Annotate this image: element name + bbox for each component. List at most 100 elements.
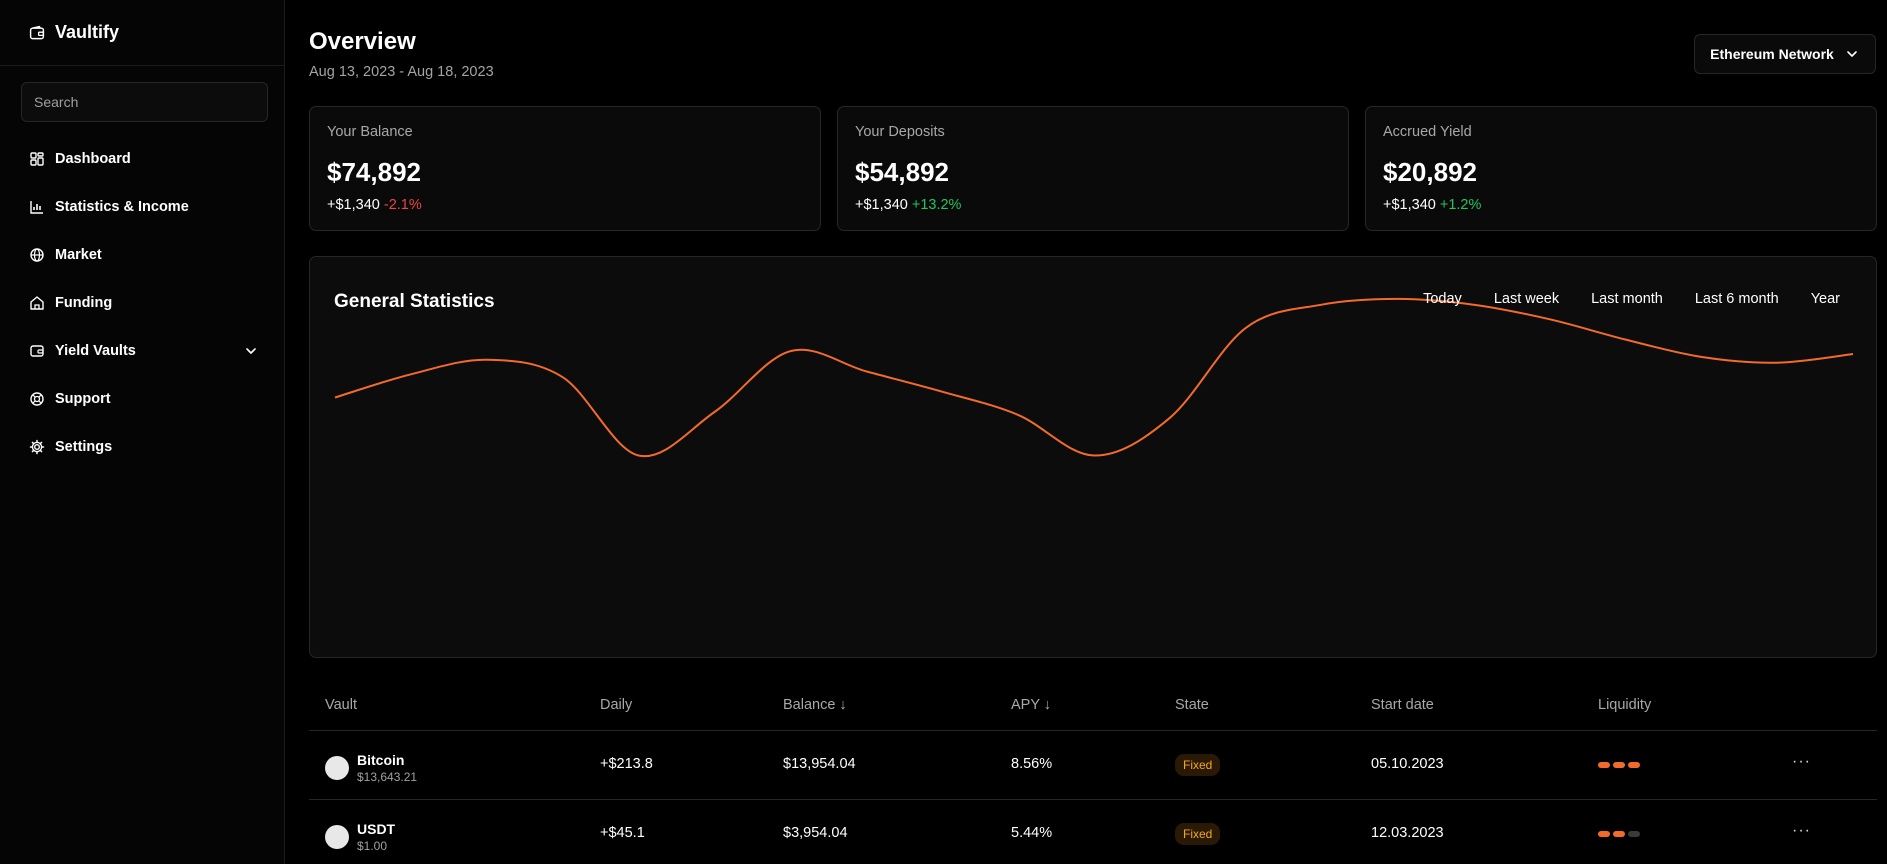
vault-info: USDT $1.00: [357, 821, 395, 853]
tab-year[interactable]: Year: [1810, 291, 1840, 307]
vault-price: $1.00: [357, 839, 388, 853]
column-header-apy[interactable]: APY ↓: [1011, 697, 1052, 713]
brand[interactable]: Vaultify: [0, 0, 284, 66]
liquidity-segment: [1628, 831, 1640, 837]
tab-today[interactable]: Today: [1423, 291, 1462, 307]
vault-cell: Bitcoin $13,643.21: [325, 752, 417, 784]
sidebar-item-support[interactable]: Support: [0, 375, 285, 423]
sidebar-item-dashboard[interactable]: Dashboard: [0, 135, 285, 183]
table-row[interactable]: USDT $1.00 +$45.1 $3,954.04 5.44% Fixed …: [309, 800, 1877, 864]
apy-value: 8.56%: [1011, 756, 1053, 772]
card-value: $20,892: [1383, 157, 1477, 187]
brand-name: Vaultify: [55, 22, 120, 42]
card-percent: +13.2%: [911, 197, 962, 213]
network-dropdown[interactable]: Ethereum Network: [1694, 34, 1876, 74]
sidebar-item-market[interactable]: Market: [0, 231, 285, 279]
card-delta: +$1,340: [855, 197, 908, 213]
vault-price: $13,643.21: [357, 770, 418, 784]
chevron-down-icon: [1844, 46, 1860, 62]
daily-value: +$213.8: [600, 756, 653, 772]
card-label: Accrued Yield: [1383, 124, 1472, 140]
sidebar-item-label: Market: [55, 247, 102, 263]
sidebar-item-label: Statistics & Income: [55, 199, 189, 215]
sidebar-item-yield-vaults[interactable]: Yield Vaults: [0, 327, 285, 375]
summary-cards: Your Balance $74,892 +$1,340 -2.1% Your …: [309, 106, 1877, 231]
yield-card: Accrued Yield $20,892 +$1,340 +1.2%: [1365, 106, 1877, 231]
liquidity-segment: [1613, 762, 1625, 768]
network-label: Ethereum Network: [1710, 46, 1834, 62]
state-badge: Fixed: [1175, 754, 1221, 776]
sidebar: Vaultify Dashboard Statistics & Income: [0, 0, 285, 864]
start-date-value: 12.03.2023: [1371, 825, 1444, 841]
vault-name: Bitcoin: [357, 752, 405, 768]
lifebuoy-icon: [29, 391, 45, 407]
sidebar-item-label: Settings: [55, 439, 113, 455]
vaults-table: Vault Daily Balance ↓ APY ↓ State Start …: [309, 682, 1877, 864]
bitcoin-coin-icon: [325, 756, 349, 780]
card-label: Your Balance: [327, 124, 413, 140]
date-range: Aug 13, 2023 - Aug 18, 2023: [309, 64, 494, 80]
column-header-start-date[interactable]: Start date: [1371, 697, 1434, 713]
chevron-down-icon[interactable]: [243, 343, 259, 359]
usdt-coin-icon: [325, 825, 349, 849]
table-row[interactable]: Bitcoin $13,643.21 +$213.8 $13,954.04 8.…: [309, 731, 1877, 800]
row-menu-icon[interactable]: ···: [1792, 753, 1811, 770]
state-badge: Fixed: [1175, 823, 1221, 845]
liquidity-indicator: [1598, 831, 1640, 837]
vault-info: Bitcoin $13,643.21: [357, 752, 417, 784]
vault-cell: USDT $1.00: [325, 821, 395, 853]
liquidity-segment: [1598, 831, 1610, 837]
vault-name: USDT: [357, 821, 396, 837]
wallet-logo-icon: [29, 25, 45, 41]
card-percent: +1.2%: [1439, 197, 1482, 213]
column-header-state[interactable]: State: [1175, 697, 1209, 713]
table-header: Vault Daily Balance ↓ APY ↓ State Start …: [309, 682, 1877, 731]
liquidity-indicator: [1598, 762, 1640, 768]
daily-value: +$45.1: [600, 825, 645, 841]
period-tabs: Today Last week Last month Last 6 month …: [1423, 291, 1840, 307]
column-header-liquidity[interactable]: Liquidity: [1598, 697, 1652, 713]
liquidity-segment: [1613, 831, 1625, 837]
globe-icon: [29, 247, 45, 263]
tab-last-6-month[interactable]: Last 6 month: [1694, 291, 1779, 307]
tab-last-week[interactable]: Last week: [1493, 291, 1560, 307]
column-header-daily[interactable]: Daily: [600, 697, 633, 713]
sidebar-item-statistics[interactable]: Statistics & Income: [0, 183, 285, 231]
dashboard-icon: [29, 151, 45, 167]
page-title: Overview: [309, 28, 416, 55]
balance-value: $3,954.04: [783, 825, 848, 841]
liquidity-segment: [1628, 762, 1640, 768]
apy-value: 5.44%: [1011, 825, 1053, 841]
column-header-balance[interactable]: Balance ↓: [783, 697, 847, 713]
sidebar-item-label: Support: [55, 391, 111, 407]
balance-value: $13,954.04: [783, 756, 856, 772]
search-input[interactable]: [21, 82, 268, 122]
sidebar-item-label: Funding: [55, 295, 113, 311]
card-label: Your Deposits: [855, 124, 945, 140]
card-value: $54,892: [855, 157, 949, 187]
wallet-icon: [29, 343, 45, 359]
balance-card: Your Balance $74,892 +$1,340 -2.1%: [309, 106, 821, 231]
card-value: $74,892: [327, 157, 421, 187]
sidebar-nav: Dashboard Statistics & Income Market Fun…: [0, 135, 285, 471]
card-change: +$1,340 +13.2%: [855, 197, 1331, 213]
sidebar-item-label: Dashboard: [55, 151, 131, 167]
sidebar-item-funding[interactable]: Funding: [0, 279, 285, 327]
deposits-card: Your Deposits $54,892 +$1,340 +13.2%: [837, 106, 1349, 231]
bar-chart-icon: [29, 199, 45, 215]
card-delta: +$1,340: [1383, 197, 1436, 213]
gear-icon: [29, 439, 45, 455]
tab-last-month[interactable]: Last month: [1591, 291, 1663, 307]
stats-title: General Statistics: [334, 291, 495, 312]
row-menu-icon[interactable]: ···: [1792, 822, 1811, 839]
sidebar-item-label: Yield Vaults: [55, 343, 136, 359]
general-statistics-panel: General Statistics Today Last week Last …: [309, 256, 1877, 658]
liquidity-segment: [1598, 762, 1610, 768]
card-change: +$1,340 -2.1%: [327, 197, 803, 213]
home-icon: [29, 295, 45, 311]
column-header-vault[interactable]: Vault: [325, 697, 357, 713]
card-percent: -2.1%: [383, 197, 422, 213]
card-delta: +$1,340: [327, 197, 380, 213]
sidebar-item-settings[interactable]: Settings: [0, 423, 285, 471]
